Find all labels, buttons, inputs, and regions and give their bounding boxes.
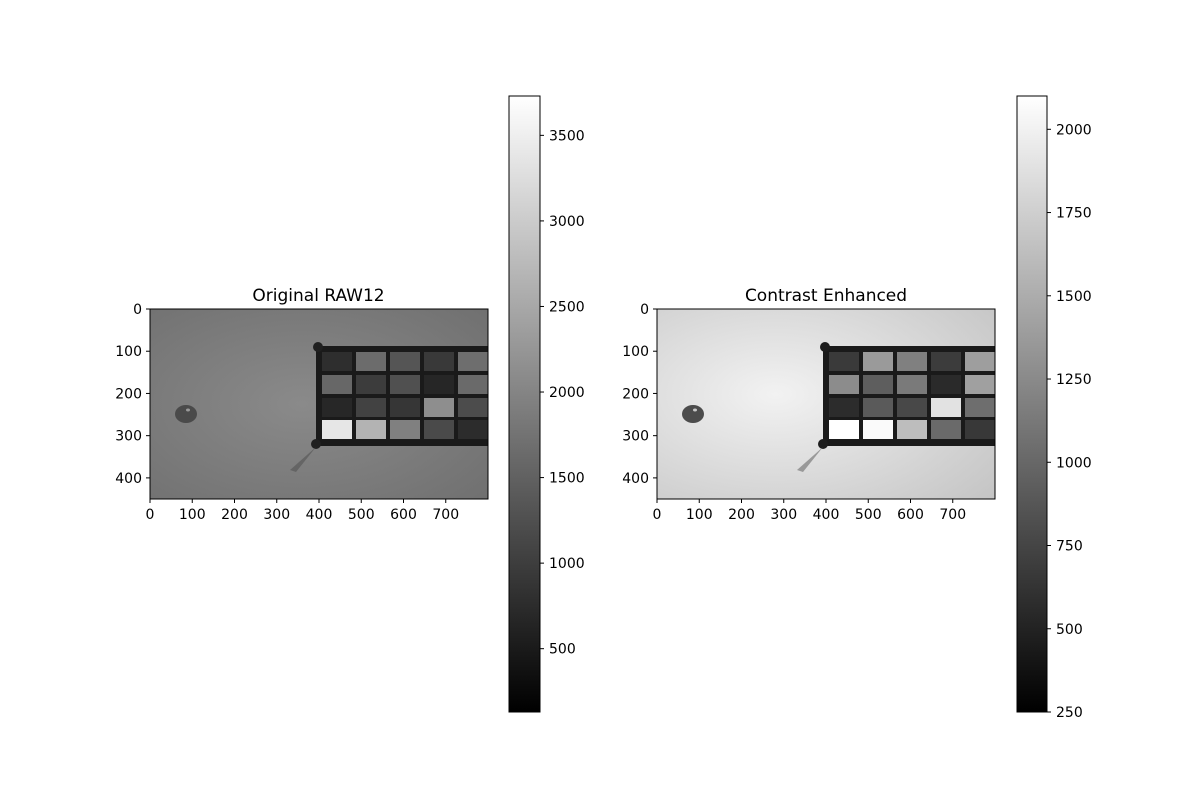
x-axis: 0 100 200 300 400 500 600 700 (653, 499, 966, 523)
x-tick-label: 300 (770, 507, 797, 523)
colorbar-tick-label: 2000 (1056, 122, 1092, 138)
colorbar-tick-label: 2500 (549, 299, 585, 315)
x-tick-label: 600 (390, 507, 417, 523)
x-tick-label: 700 (939, 507, 966, 523)
colorbar (1016, 95, 1048, 713)
x-tick-label: 200 (221, 507, 248, 523)
x-tick-label: 100 (686, 507, 713, 523)
y-tick-label: 200 (115, 386, 142, 402)
colorbar-ticks: 500 1000 1500 2000 2500 3000 3500 (540, 128, 585, 658)
panel-original: Original RAW12 (115, 95, 585, 713)
x-tick-label: 0 (653, 507, 662, 523)
y-tick-label: 0 (640, 302, 649, 318)
colorbar-tick-label: 750 (1056, 539, 1083, 555)
x-tick-label: 400 (813, 507, 840, 523)
x-tick-label: 600 (897, 507, 924, 523)
x-tick-label: 500 (348, 507, 375, 523)
colorbar-tick-label: 1000 (1056, 455, 1092, 471)
colorbar-tick-label: 500 (1056, 622, 1083, 638)
x-tick-label: 400 (306, 507, 333, 523)
colorbar-tick-label: 500 (549, 642, 576, 658)
y-axis: 0 100 200 300 400 (622, 302, 657, 487)
colorbar-tick-label: 1500 (1056, 289, 1092, 305)
enhanced-image (657, 309, 995, 499)
x-tick-label: 700 (432, 507, 459, 523)
colorbar-tick-label: 1750 (1056, 206, 1092, 222)
y-tick-label: 400 (622, 471, 649, 487)
y-tick-label: 100 (622, 344, 649, 360)
x-tick-label: 100 (179, 507, 206, 523)
colorbar (508, 95, 541, 713)
x-tick-label: 300 (263, 507, 290, 523)
panel-enhanced: Contrast Enhanced (622, 95, 1092, 721)
y-tick-label: 400 (115, 471, 142, 487)
chart-title: Original RAW12 (252, 286, 384, 306)
colorbar-tick-label: 1500 (549, 471, 585, 487)
raw12-image (150, 309, 488, 499)
colorbar-tick-label: 1250 (1056, 372, 1092, 388)
colorbar-tick-label: 3500 (549, 128, 585, 144)
colorbar-tick-label: 1000 (549, 556, 585, 572)
x-tick-label: 200 (728, 507, 755, 523)
colorbar-ticks: 250 500 750 1000 1250 1500 1750 2000 (1047, 122, 1092, 721)
x-tick-label: 0 (146, 507, 155, 523)
colorbar-tick-label: 250 (1056, 705, 1083, 721)
colorbar-tick-label: 3000 (549, 214, 585, 230)
y-tick-label: 300 (622, 429, 649, 445)
x-axis: 0 100 200 300 400 500 600 700 (146, 499, 459, 523)
y-tick-label: 100 (115, 344, 142, 360)
y-tick-label: 200 (622, 386, 649, 402)
y-tick-label: 300 (115, 429, 142, 445)
chart-title: Contrast Enhanced (745, 286, 907, 306)
x-tick-label: 500 (855, 507, 882, 523)
colorbar-tick-label: 2000 (549, 385, 585, 401)
y-tick-label: 0 (133, 302, 142, 318)
y-axis: 0 100 200 300 400 (115, 302, 150, 487)
